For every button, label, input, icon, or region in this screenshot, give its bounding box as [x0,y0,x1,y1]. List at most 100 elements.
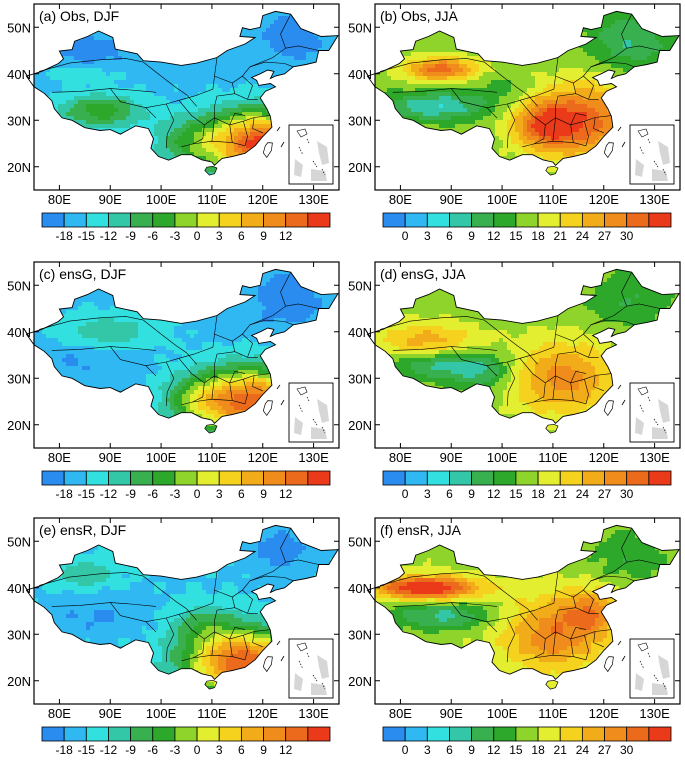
panel-title: (b) Obs, JJA [380,8,458,24]
colorbar-swatch [307,726,331,742]
colorbar-tick-label: 3 [424,743,431,757]
colorbar-swatch [196,212,220,228]
colorbar-tick-label: -3 [170,229,181,243]
province-border [451,602,498,633]
colorbar-swatch [626,470,650,486]
province-border [484,319,538,365]
province-border [534,571,559,611]
x-tick-label: 110E [538,450,568,465]
province-border [626,303,660,309]
colorbar-swatch [515,212,539,228]
colorbar-swatch [307,212,331,228]
panel-title: (e) ensR, DJF [39,522,126,538]
colorbar-tick-label: 3 [216,487,223,501]
province-border [451,88,498,119]
province-border [573,341,599,358]
south-china-sea-inset [276,382,334,443]
colorbar-tick-label: 18 [531,229,545,243]
colorbar-swatch [515,470,539,486]
country-border [366,268,680,425]
province-border [484,61,538,107]
colorbar-tick-label: -15 [78,743,96,757]
province-border [506,103,516,149]
x-tick-label: 110E [197,706,227,721]
y-tick-label: 50N [7,278,31,293]
province-border [380,316,485,330]
x-tick-label: 130E [298,706,329,721]
province-border [533,140,587,147]
panel-frame [33,3,340,191]
colorbar-tick-label: 24 [576,229,590,243]
country-border [366,10,680,167]
colorbar-swatch [471,470,495,486]
y-tick-label: 30N [7,113,31,128]
colorbar-tick-label: -3 [170,487,181,501]
colorbar-swatch [240,726,264,742]
panel-obs-djf: 80E 90E 100E 110E 120E 130E 50N 40N 30N 20N (a) Ob… [7,3,340,243]
province-border [519,100,546,148]
colorbar-swatch [471,212,495,228]
colorbar-tick-label: 3 [424,229,431,243]
y-tick-label: 40N [7,325,31,340]
colorbar-tick-label: 6 [238,743,245,757]
colorbar-tick-label: 21 [554,743,568,757]
colorbar-tick-label: -6 [147,743,158,757]
x-tick-label: 120E [589,450,620,465]
colorbar-swatch [174,470,198,486]
panel-title: (a) Obs, DJF [39,8,119,24]
y-tick-label: 20N [348,418,372,433]
y-tick-label: 20N [348,674,372,689]
y-tick-label: 20N [7,418,31,433]
province-border [285,559,319,565]
colorbar-swatch [41,470,65,486]
colorbar-swatch [218,212,242,228]
province-border [178,614,205,662]
colorbar-swatch [559,470,583,486]
south-china-sea-inset [617,638,675,699]
hainan-outline [204,165,218,176]
province-border [545,115,612,126]
colorbar-swatch [382,470,406,486]
colorbar-swatch [404,470,428,486]
colorbar-swatch [559,726,583,742]
province-border [486,353,536,366]
colorbar-swatch [537,470,561,486]
province-border [229,112,246,143]
x-tick-label: 90E [99,450,122,465]
colorbar-tick-label: 6 [446,487,453,501]
province-border [204,373,271,384]
province-border [178,358,205,406]
colorbar-swatch [426,726,450,742]
colorbar-swatch [108,470,132,486]
colorbar-swatch [85,470,109,486]
colorbar-tick-label: -6 [147,229,158,243]
province-border [143,61,197,107]
colorbar-swatch [263,470,287,486]
y-tick-label: 30N [348,627,372,642]
colorbar-swatch [108,726,132,742]
colorbar-tick-label: 0 [194,743,201,757]
hainan-outline [204,679,218,690]
x-tick-label: 100E [487,192,518,207]
colorbar-tick-label: 21 [554,487,568,501]
colorbar-swatch [604,212,628,228]
colorbar-tick-label: 18 [531,743,545,757]
colorbar-swatch [196,470,220,486]
colorbar-swatch [382,212,406,228]
x-tick-label: 120E [248,706,279,721]
colorbar-tick-label: -15 [78,229,96,243]
colorbar-swatch [648,726,672,742]
y-tick-label: 50N [348,20,372,35]
colorbar-tick-label: 6 [446,229,453,243]
y-tick-label: 50N [7,20,31,35]
province-border [506,617,516,663]
colorbar-swatch [493,212,517,228]
province-border [39,572,144,586]
country-border [25,268,339,425]
colorbar-swatch [581,212,605,228]
province-border [593,631,604,648]
x-tick-label: 100E [146,706,177,721]
x-tick-label: 110E [538,706,568,721]
taiwan-outline [262,656,273,673]
x-tick-label: 130E [639,192,670,207]
